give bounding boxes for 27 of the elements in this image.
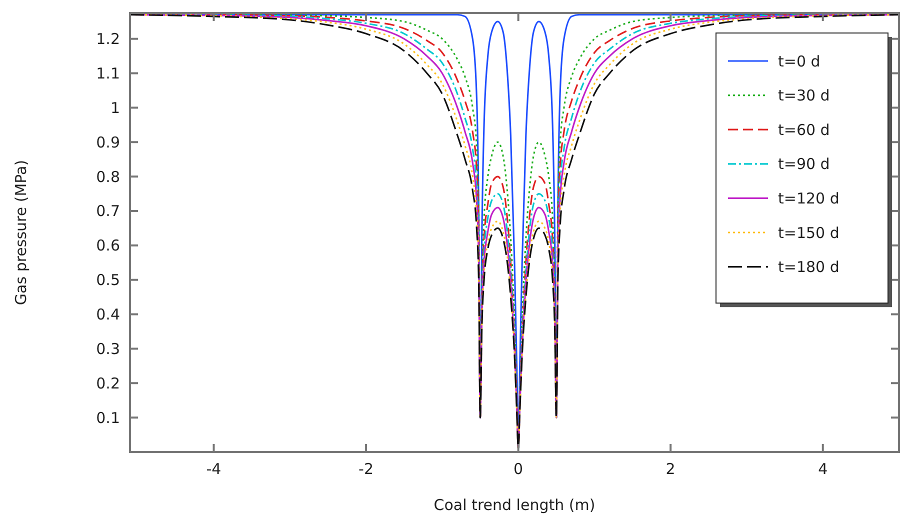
y-axis-title: Gas pressure (MPa) (12, 160, 30, 306)
legend-label: t=180 d (778, 258, 840, 276)
y-tick-label: 0.1 (96, 408, 120, 427)
y-tick-label: 0.6 (96, 236, 120, 255)
legend-label: t=60 d (778, 120, 830, 139)
legend-label: t=150 d (778, 224, 840, 242)
y-tick-label: 0.9 (96, 133, 120, 152)
x-tick-label: -2 (358, 460, 374, 478)
x-tick-label: 0 (514, 460, 524, 478)
x-tick-label: -4 (206, 460, 222, 478)
line-series (130, 14, 899, 450)
legend-label: t=30 d (778, 86, 830, 105)
x-tick-label: 4 (818, 460, 828, 478)
y-tick-label: 0.7 (96, 202, 120, 220)
y-tick-label: 0.4 (96, 306, 120, 324)
legend-label: t=90 d (778, 155, 830, 174)
x-axis-title: Coal trend length (m) (434, 496, 596, 514)
y-tick-label: 0.2 (96, 374, 120, 392)
y-tick-label: 1.1 (96, 64, 120, 83)
y-tick-label: 0.3 (96, 340, 120, 358)
y-tick-label: 1.2 (96, 30, 120, 48)
y-tick-label: 0.8 (96, 168, 120, 186)
legend-label: t=0 d (778, 52, 820, 70)
legend-label: t=120 d (778, 189, 840, 208)
y-tick-label: 1 (110, 98, 120, 117)
x-tick-label: 2 (666, 460, 676, 478)
y-tick-label: 0.5 (96, 271, 120, 290)
